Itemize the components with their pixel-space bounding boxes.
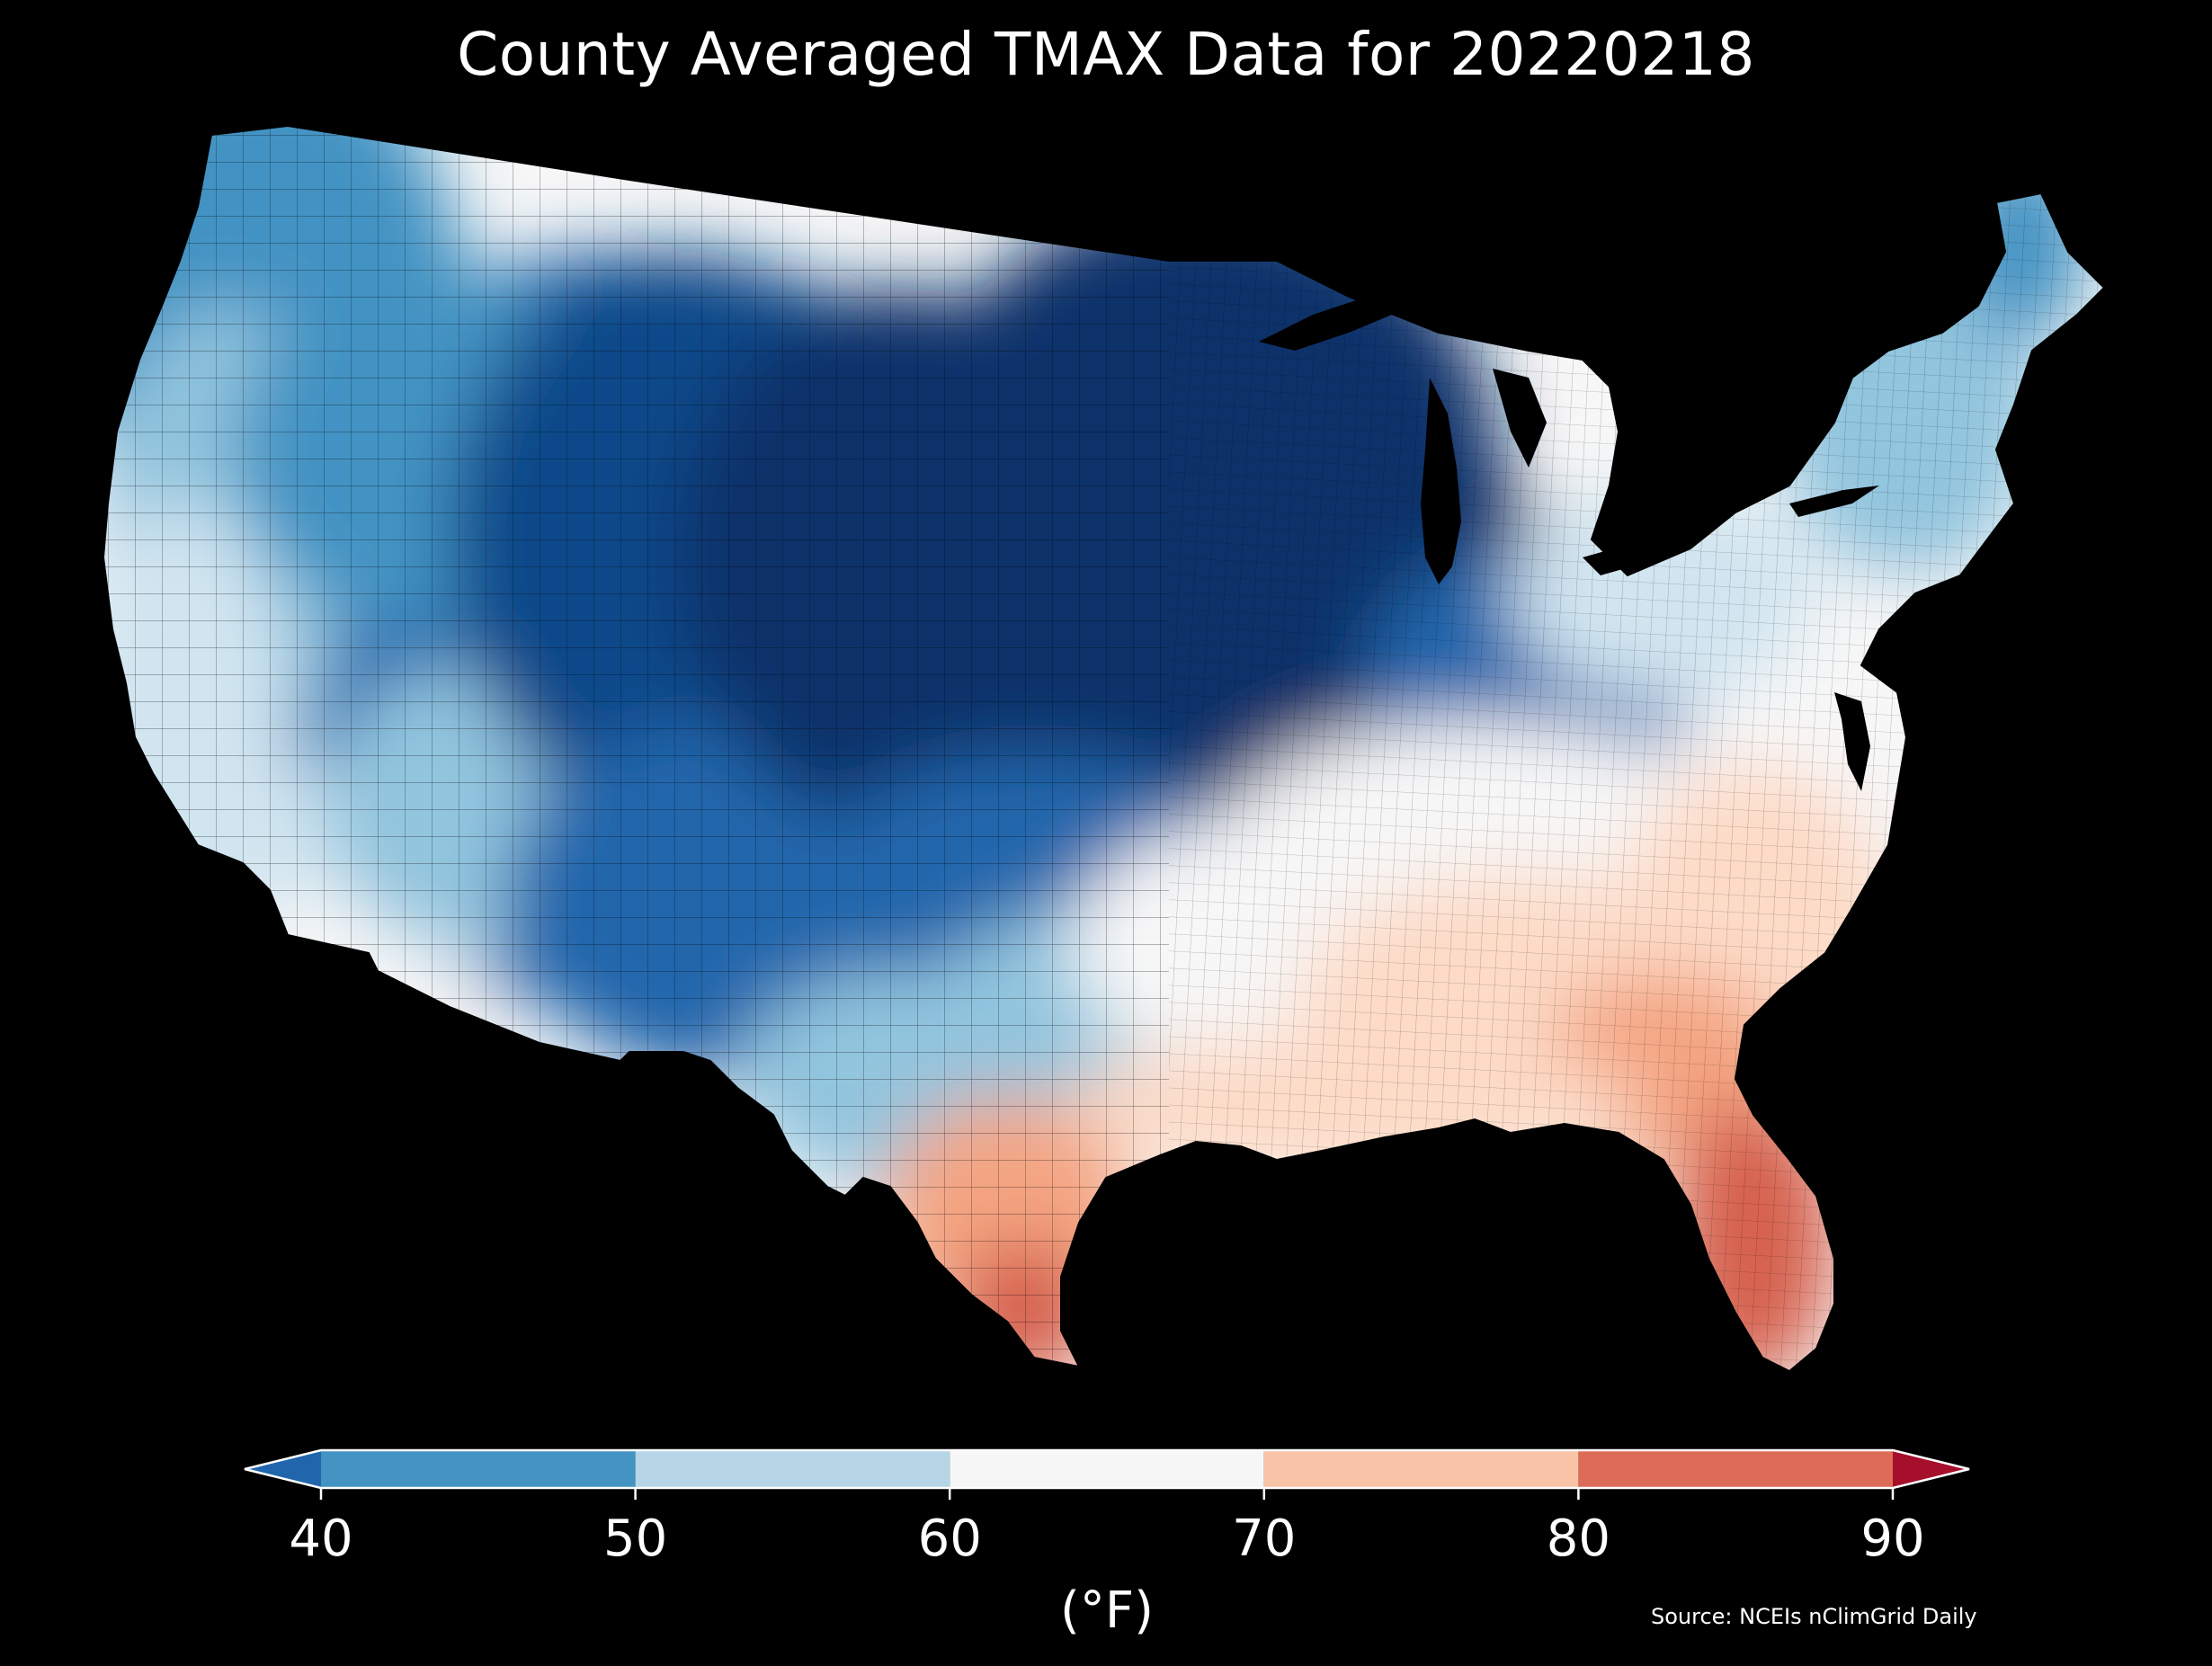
colorbar-bin	[1578, 1450, 1893, 1488]
colorbar-bin	[635, 1450, 950, 1488]
colorbar-over-arrow	[1893, 1450, 1969, 1488]
colorbar-bin	[950, 1450, 1264, 1488]
conus-outline	[102, 124, 2106, 1373]
colorbar-tick-label: 70	[1232, 1510, 1296, 1568]
source-credit: Source: NCEIs nClimGrid Daily	[1651, 1604, 1977, 1629]
colorbar-unit-label: (°F)	[1060, 1581, 1154, 1640]
colorbar-tick-label: 40	[289, 1510, 352, 1568]
colorbar-tick-label: 90	[1860, 1510, 1924, 1568]
colorbar-tick-label: 60	[918, 1510, 982, 1568]
colorbar: 40 50 60 70 80 90 (°F)	[244, 1448, 1970, 1640]
colorbar-tick-label: 50	[603, 1510, 667, 1568]
great-lakes	[1259, 270, 1879, 791]
map-title: County Averaged TMAX Data for 20220218	[457, 20, 1755, 89]
colorbar-tick-label: 80	[1547, 1510, 1610, 1568]
colorbar-under-arrow	[245, 1450, 321, 1488]
colorbar-bin	[321, 1450, 636, 1488]
colorbar-bin	[1263, 1450, 1579, 1488]
